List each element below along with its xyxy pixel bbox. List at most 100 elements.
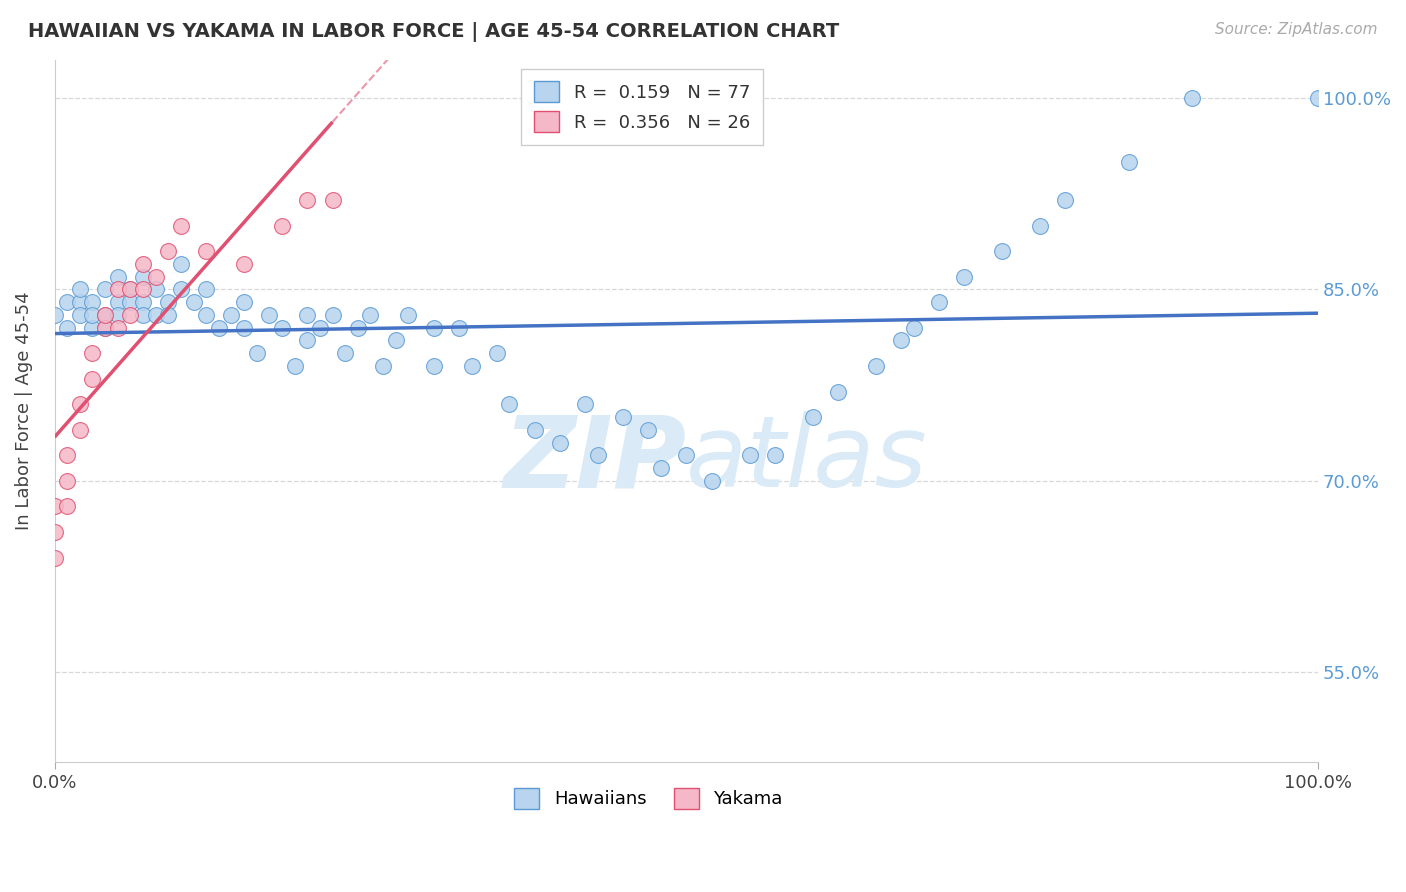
Point [284, 359, 307, 373]
Point [44, 550, 66, 565]
Point [1308, 91, 1330, 105]
Point [221, 308, 243, 322]
Point [69, 308, 91, 322]
Point [82, 295, 104, 310]
Point [120, 282, 142, 296]
Point [132, 269, 155, 284]
Point [523, 423, 546, 437]
Point [485, 346, 508, 360]
Point [56, 500, 79, 514]
Point [738, 449, 761, 463]
Point [56, 320, 79, 334]
Point [170, 257, 193, 271]
Point [170, 282, 193, 296]
Point [44, 308, 66, 322]
Point [157, 244, 180, 259]
Point [44, 524, 66, 539]
Point [297, 193, 319, 207]
Point [928, 295, 950, 310]
Point [322, 193, 344, 207]
Point [82, 346, 104, 360]
Point [259, 308, 281, 322]
Point [132, 308, 155, 322]
Point [145, 269, 167, 284]
Point [322, 308, 344, 322]
Point [44, 500, 66, 514]
Point [700, 474, 723, 488]
Point [69, 295, 91, 310]
Point [991, 244, 1014, 259]
Point [1118, 154, 1140, 169]
Point [69, 282, 91, 296]
Point [132, 282, 155, 296]
Point [548, 435, 571, 450]
Point [82, 320, 104, 334]
Point [195, 244, 218, 259]
Point [107, 295, 129, 310]
Point [359, 308, 381, 322]
Point [271, 320, 294, 334]
Point [233, 320, 256, 334]
Point [82, 308, 104, 322]
Point [56, 295, 79, 310]
Point [612, 410, 634, 425]
Point [371, 359, 394, 373]
Point [157, 295, 180, 310]
Point [346, 320, 368, 334]
Point [953, 269, 976, 284]
Point [827, 384, 849, 399]
Y-axis label: In Labor Force | Age 45-54: In Labor Force | Age 45-54 [15, 292, 32, 530]
Point [82, 372, 104, 386]
Point [56, 474, 79, 488]
Point [107, 282, 129, 296]
Point [763, 449, 786, 463]
Point [396, 308, 419, 322]
Text: HAWAIIAN VS YAKAMA IN LABOR FORCE | AGE 45-54 CORRELATION CHART: HAWAIIAN VS YAKAMA IN LABOR FORCE | AGE … [28, 22, 839, 42]
Point [637, 423, 659, 437]
Point [132, 257, 155, 271]
Point [890, 334, 912, 348]
Point [94, 308, 117, 322]
Point [94, 308, 117, 322]
Point [865, 359, 887, 373]
Point [460, 359, 482, 373]
Point [120, 282, 142, 296]
Point [145, 308, 167, 322]
Text: ZIP: ZIP [503, 411, 686, 508]
Point [56, 449, 79, 463]
Point [447, 320, 470, 334]
Point [195, 282, 218, 296]
Point [208, 320, 231, 334]
Point [69, 423, 91, 437]
Point [422, 359, 444, 373]
Point [120, 308, 142, 322]
Text: Source: ZipAtlas.com: Source: ZipAtlas.com [1215, 22, 1378, 37]
Legend: Hawaiians, Yakama: Hawaiians, Yakama [508, 780, 790, 816]
Point [801, 410, 824, 425]
Point [650, 461, 672, 475]
Point [1054, 193, 1077, 207]
Point [233, 295, 256, 310]
Point [94, 320, 117, 334]
Point [574, 397, 596, 411]
Point [107, 269, 129, 284]
Point [309, 320, 332, 334]
Point [107, 320, 129, 334]
Point [246, 346, 269, 360]
Point [94, 282, 117, 296]
Point [195, 308, 218, 322]
Point [107, 308, 129, 322]
Point [297, 308, 319, 322]
Point [586, 449, 609, 463]
Point [69, 397, 91, 411]
Point [422, 320, 444, 334]
Point [145, 282, 167, 296]
Point [384, 334, 406, 348]
Point [233, 257, 256, 271]
Point [333, 346, 356, 360]
Point [675, 449, 697, 463]
Point [498, 397, 520, 411]
Point [297, 334, 319, 348]
Point [183, 295, 205, 310]
Point [271, 219, 294, 233]
